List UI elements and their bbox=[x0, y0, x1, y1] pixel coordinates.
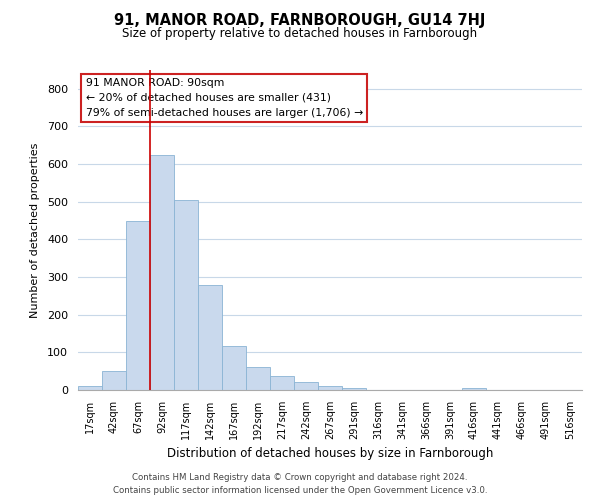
Text: Size of property relative to detached houses in Farnborough: Size of property relative to detached ho… bbox=[122, 28, 478, 40]
Bar bbox=[342, 388, 366, 390]
X-axis label: Distribution of detached houses by size in Farnborough: Distribution of detached houses by size … bbox=[167, 448, 493, 460]
Bar bbox=[174, 200, 198, 390]
Bar bbox=[102, 371, 126, 390]
Bar bbox=[78, 386, 102, 390]
Text: 91, MANOR ROAD, FARNBOROUGH, GU14 7HJ: 91, MANOR ROAD, FARNBOROUGH, GU14 7HJ bbox=[115, 12, 485, 28]
Bar bbox=[198, 284, 222, 390]
Bar bbox=[126, 220, 150, 390]
Bar bbox=[150, 154, 174, 390]
Bar bbox=[222, 346, 246, 390]
Text: Contains HM Land Registry data © Crown copyright and database right 2024.
Contai: Contains HM Land Registry data © Crown c… bbox=[113, 474, 487, 495]
Bar bbox=[294, 382, 318, 390]
Bar bbox=[318, 386, 342, 390]
Bar bbox=[246, 368, 270, 390]
Bar bbox=[270, 376, 294, 390]
Bar bbox=[462, 388, 486, 390]
Text: 91 MANOR ROAD: 90sqm
← 20% of detached houses are smaller (431)
79% of semi-deta: 91 MANOR ROAD: 90sqm ← 20% of detached h… bbox=[86, 78, 363, 118]
Y-axis label: Number of detached properties: Number of detached properties bbox=[30, 142, 40, 318]
